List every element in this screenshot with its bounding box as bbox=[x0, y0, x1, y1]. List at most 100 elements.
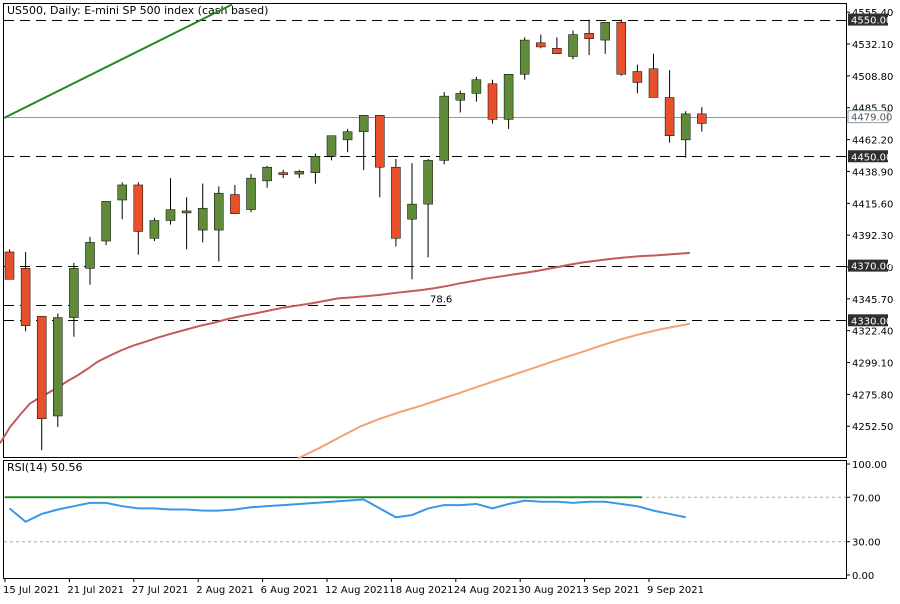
price-panel: US500, Daily: E-mini SP 500 index (cash … bbox=[0, 3, 893, 460]
time-tick-label: 27 Jul 2021 bbox=[132, 585, 189, 596]
price-tick-label: 4508.80 bbox=[852, 72, 893, 83]
price-tick-label: 4299.10 bbox=[852, 359, 893, 370]
level-price-label: 4479.00 bbox=[851, 113, 892, 124]
candle-up bbox=[294, 171, 305, 175]
price-tick-label: 4345.70 bbox=[852, 295, 893, 306]
candle-down bbox=[632, 71, 643, 83]
candle-up bbox=[214, 192, 224, 231]
candle-up bbox=[181, 210, 192, 214]
level-price-box bbox=[848, 259, 888, 272]
price-tick-label: 4532.10 bbox=[852, 40, 893, 51]
candle-down bbox=[664, 97, 675, 137]
level-price-box bbox=[848, 13, 888, 26]
time-tick-label: 12 Aug 2021 bbox=[325, 585, 389, 596]
price-panel-border bbox=[3, 3, 847, 458]
candle-up bbox=[680, 113, 691, 141]
rsi-label: RSI(14) 50.56 bbox=[7, 461, 82, 474]
candle-down bbox=[391, 166, 401, 239]
rsi-panel: RSI(14) 50.56 100.00 70.00 30.00 0.00 bbox=[3, 460, 887, 582]
candle-up bbox=[568, 34, 578, 57]
candle-down bbox=[20, 268, 31, 327]
rsi-tick-label: 30.00 bbox=[852, 538, 881, 549]
time-tick-label: 3 Sep 2021 bbox=[583, 585, 640, 596]
level-price-box bbox=[848, 150, 888, 163]
moving-averages bbox=[0, 251, 691, 460]
rsi-tick-label: 100.00 bbox=[852, 460, 887, 471]
rsi-indicator bbox=[4, 496, 846, 543]
candle-down bbox=[536, 42, 546, 48]
level-price-box bbox=[848, 314, 888, 327]
price-tick-label: 4438.90 bbox=[852, 167, 893, 178]
time-tick-label: 21 Jul 2021 bbox=[67, 585, 124, 596]
time-tick-label: 24 Aug 2021 bbox=[454, 585, 518, 596]
candle-up bbox=[69, 268, 79, 318]
candle-up bbox=[503, 73, 514, 120]
rsi-panel-border bbox=[3, 460, 847, 579]
candle-down bbox=[697, 113, 707, 124]
candle-down bbox=[552, 48, 562, 54]
candle-down bbox=[230, 194, 240, 214]
level-price-label: 4370.00 bbox=[851, 262, 892, 273]
time-tick-label: 30 Aug 2021 bbox=[518, 585, 582, 596]
rsi-axis: 100.00 70.00 30.00 0.00 bbox=[846, 460, 887, 582]
candle-up bbox=[423, 160, 433, 205]
candle-down bbox=[584, 32, 594, 39]
candle-down bbox=[375, 115, 385, 168]
candle-up bbox=[326, 135, 337, 157]
level-price-label: 4330.00 bbox=[851, 316, 892, 327]
rsi-tick-label: 70.00 bbox=[852, 493, 881, 504]
time-tick-label: 18 Aug 2021 bbox=[389, 585, 453, 596]
price-tick-label: 4392.30 bbox=[852, 231, 893, 242]
candle-up bbox=[455, 93, 466, 101]
ma-short-line bbox=[0, 251, 691, 444]
candle-up bbox=[197, 207, 208, 231]
candle-down bbox=[487, 83, 498, 120]
candle-up bbox=[439, 95, 449, 161]
time-tick-label: 6 Aug 2021 bbox=[261, 585, 319, 596]
time-axis: 15 Jul 2021 21 Jul 2021 27 Jul 2021 2 Aug 2… bbox=[3, 578, 704, 596]
trendline bbox=[3, 3, 233, 119]
candle-up bbox=[310, 156, 321, 173]
candle-up bbox=[101, 201, 111, 242]
candle-down bbox=[278, 172, 288, 175]
time-tick-label: 15 Jul 2021 bbox=[3, 585, 60, 596]
candle-up bbox=[149, 220, 160, 239]
level-price-box bbox=[847, 110, 889, 124]
fib-level-label: 78.6 bbox=[430, 295, 452, 306]
price-tick-label: 4322.40 bbox=[852, 327, 893, 338]
level-price-label: 4550.00 bbox=[851, 16, 892, 27]
candle-down bbox=[4, 251, 15, 280]
price-axis: 4555.404532.104508.804485.504462.204438.… bbox=[846, 8, 893, 433]
ma-long-line bbox=[297, 322, 691, 460]
candle-up bbox=[262, 166, 272, 182]
candle-up bbox=[85, 242, 95, 269]
level-price-label: 4450.00 bbox=[851, 152, 892, 163]
time-tick-label: 2 Aug 2021 bbox=[196, 585, 254, 596]
price-tick-label: 4252.50 bbox=[852, 422, 893, 433]
candle-up bbox=[519, 39, 530, 75]
price-tick-label: 4462.20 bbox=[852, 136, 893, 147]
candle-down bbox=[133, 184, 144, 232]
price-tick-label: 4275.80 bbox=[852, 390, 893, 401]
candle-down bbox=[36, 315, 47, 419]
rsi-tick-label: 0.00 bbox=[852, 571, 874, 582]
candle-up bbox=[246, 177, 256, 210]
time-tick-label: 9 Sep 2021 bbox=[647, 585, 704, 596]
chart-title: US500, Daily: E-mini SP 500 index (cash … bbox=[7, 4, 268, 17]
candle-up bbox=[600, 22, 610, 41]
rsi-line bbox=[8, 498, 686, 523]
candle-up bbox=[471, 79, 482, 94]
price-tick-label: 4415.60 bbox=[852, 199, 893, 210]
candle-down bbox=[648, 68, 659, 98]
candle-up bbox=[407, 203, 417, 220]
candle-down bbox=[616, 22, 627, 75]
candle-up bbox=[117, 184, 127, 201]
candle-up bbox=[358, 115, 369, 132]
candle-up bbox=[165, 209, 176, 221]
candle-up bbox=[342, 131, 353, 141]
price-tick-label: 4485.50 bbox=[852, 104, 893, 115]
candle-up bbox=[53, 317, 63, 417]
candles bbox=[4, 19, 707, 451]
